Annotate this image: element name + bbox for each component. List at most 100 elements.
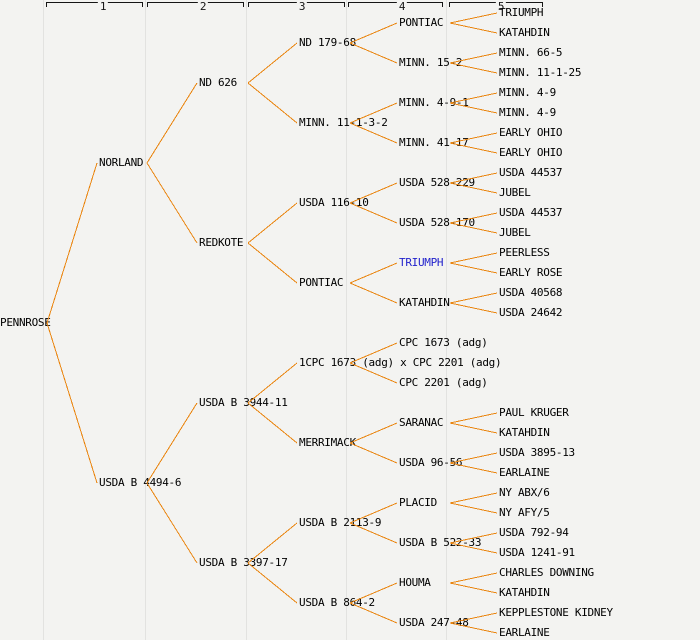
pedigree-node: PONTIAC <box>399 16 444 29</box>
column-separator <box>246 0 247 640</box>
pedigree-edge <box>46 322 98 484</box>
pedigree-node: USDA B 522-33 <box>399 536 482 549</box>
pedigree-node: MINN. 41-17 <box>399 136 469 149</box>
pedigree-node: USDA 528-229 <box>399 176 475 189</box>
generation-number: 3 <box>296 0 308 13</box>
pedigree-node: MINN. 11-1-3-2 <box>299 116 388 129</box>
pedigree-node: EARLY OHIO <box>499 146 563 159</box>
pedigree-node: KATAHDIN <box>399 296 450 309</box>
generation-number: 4 <box>396 0 408 13</box>
pedigree-edge <box>449 292 498 304</box>
column-separator <box>446 0 447 640</box>
pedigree-edge <box>146 82 198 164</box>
pedigree-node: USDA 1241-91 <box>499 546 575 559</box>
pedigree-node: USDA 116-10 <box>299 196 369 209</box>
pedigree-node: USDA 44537 <box>499 206 563 219</box>
column-separator <box>145 0 146 640</box>
pedigree-node: USDA 247-48 <box>399 616 469 629</box>
pedigree-node: TRIUMPH <box>499 6 544 19</box>
pedigree-node-link[interactable]: TRIUMPH <box>399 256 444 269</box>
pedigree-node: NY ABX/6 <box>499 486 550 499</box>
generation-number: 5 <box>495 0 507 13</box>
pedigree-node: ND 626 <box>199 76 237 89</box>
pedigree-edge <box>46 162 98 324</box>
pedigree-edge <box>449 12 498 24</box>
pedigree-edge <box>247 202 298 244</box>
pedigree-node: USDA 3895-13 <box>499 446 575 459</box>
pedigree-edge <box>349 442 398 464</box>
pedigree-edge <box>449 572 498 584</box>
pedigree-edge <box>449 22 498 34</box>
pedigree-node: PLACID <box>399 496 437 509</box>
pedigree-node: HOUMA <box>399 576 431 589</box>
pedigree-edge <box>449 422 498 434</box>
pedigree-node: USDA 528-170 <box>399 216 475 229</box>
pedigree-edge <box>247 402 298 444</box>
pedigree-node: USDA 792-94 <box>499 526 569 539</box>
pedigree-node: CPC 1673 (adg) <box>399 336 488 349</box>
pedigree-node: MINN. 4-9-1 <box>399 96 469 109</box>
generation-bracket <box>147 2 244 7</box>
pedigree-edge <box>146 402 198 484</box>
pedigree-edge <box>449 582 498 594</box>
pedigree-edge <box>247 42 298 84</box>
pedigree-node: NORLAND <box>99 156 144 169</box>
pedigree-node: CPC 2201 (adg) <box>399 376 488 389</box>
pedigree-node: SARANAC <box>399 416 444 429</box>
pedigree-edge <box>349 42 398 64</box>
pedigree-node: USDA B 4494-6 <box>99 476 182 489</box>
pedigree-edge <box>449 252 498 264</box>
pedigree-node: EARLY ROSE <box>499 266 563 279</box>
pedigree-edge <box>247 242 298 284</box>
pedigree-node: USDA B 3397-17 <box>199 556 288 569</box>
pedigree-node: USDA 24642 <box>499 306 563 319</box>
generation-bracket <box>46 2 143 7</box>
pedigree-node: REDKOTE <box>199 236 244 249</box>
generation-bracket <box>348 2 443 7</box>
pedigree-node: ND 179-68 <box>299 36 356 49</box>
pedigree-node: KATAHDIN <box>499 426 550 439</box>
pedigree-node: USDA B 3944-11 <box>199 396 288 409</box>
generation-number: 1 <box>97 0 109 13</box>
pedigree-node: MINN. 4-9 <box>499 86 556 99</box>
pedigree-edge <box>247 82 298 124</box>
pedigree-node: KATAHDIN <box>499 26 550 39</box>
pedigree-node: USDA 96-56 <box>399 456 463 469</box>
pedigree-edge <box>449 492 498 504</box>
pedigree-node: MINN. 4-9 <box>499 106 556 119</box>
pedigree-edge <box>247 562 298 604</box>
pedigree-edge <box>449 502 498 514</box>
pedigree-node: CHARLES DOWNING <box>499 566 594 579</box>
pedigree-node: MERRIMACK <box>299 436 356 449</box>
pedigree-node: PENNROSE <box>0 316 51 329</box>
pedigree-edge <box>449 302 498 314</box>
pedigree-node: USDA B 2113-9 <box>299 516 382 529</box>
pedigree-edge <box>349 262 398 284</box>
pedigree-node: PONTIAC <box>299 276 344 289</box>
pedigree-node: EARLY OHIO <box>499 126 563 139</box>
pedigree-node: USDA 40568 <box>499 286 563 299</box>
pedigree-node: JUBEL <box>499 226 531 239</box>
pedigree-node: NY AFY/5 <box>499 506 550 519</box>
pedigree-edge <box>349 422 398 444</box>
pedigree-edge <box>146 162 198 244</box>
pedigree-node: EARLAINE <box>499 626 550 639</box>
pedigree-node: PEERLESS <box>499 246 550 259</box>
pedigree-edge <box>449 412 498 424</box>
pedigree-node: 1CPC 1673 (adg) x CPC 2201 (adg) <box>299 356 502 369</box>
pedigree-node: KATAHDIN <box>499 586 550 599</box>
pedigree-edge <box>146 482 198 564</box>
pedigree-node: EARLAINE <box>499 466 550 479</box>
pedigree-edge <box>349 22 398 44</box>
generation-bracket <box>248 2 345 7</box>
column-separator <box>346 0 347 640</box>
pedigree-node: MINN. 15-2 <box>399 56 463 69</box>
pedigree-edge <box>349 282 398 304</box>
column-separator <box>43 0 44 640</box>
generation-number: 2 <box>197 0 209 13</box>
pedigree-node: MINN. 66-5 <box>499 46 563 59</box>
pedigree-node: PAUL KRUGER <box>499 406 569 419</box>
pedigree-node: USDA 44537 <box>499 166 563 179</box>
